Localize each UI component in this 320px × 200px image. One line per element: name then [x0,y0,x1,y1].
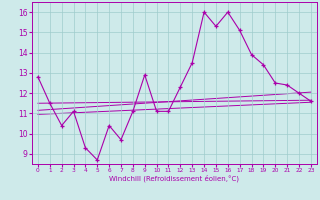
X-axis label: Windchill (Refroidissement éolien,°C): Windchill (Refroidissement éolien,°C) [109,175,239,182]
